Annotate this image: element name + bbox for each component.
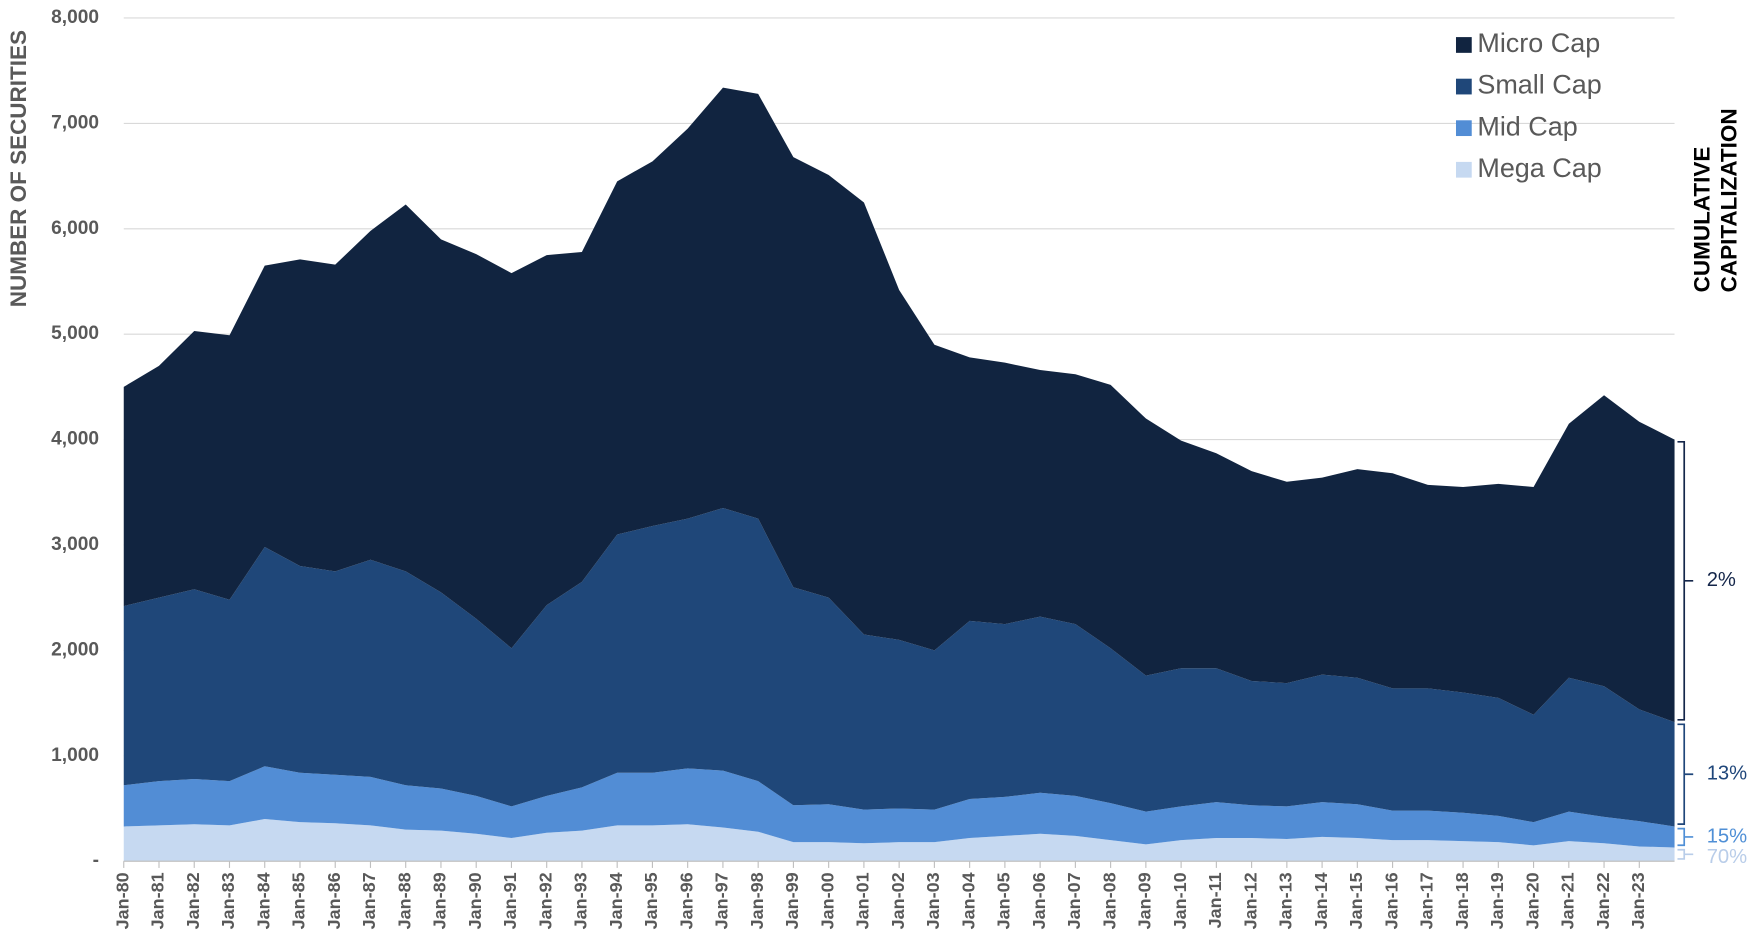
x-tick-label: Jan-85 xyxy=(289,872,309,929)
capitalization-label: 15% xyxy=(1707,825,1747,847)
y-tick-label: 5,000 xyxy=(51,323,99,344)
x-tick-label: Jan-92 xyxy=(535,872,555,929)
x-tick-label: Jan-18 xyxy=(1452,872,1472,929)
y-tick-label: 1,000 xyxy=(51,745,99,766)
x-tick-label: Jan-88 xyxy=(394,872,414,929)
x-tick-label: Jan-97 xyxy=(712,872,732,929)
legend-label: Micro Cap xyxy=(1477,28,1600,58)
x-tick-label: Jan-14 xyxy=(1311,872,1331,929)
area xyxy=(123,508,1675,827)
x-tick-label: Jan-81 xyxy=(148,872,168,929)
x-tick-label: Jan-02 xyxy=(888,872,908,929)
capitalization-brace xyxy=(1677,848,1694,860)
x-tick-label: Jan-11 xyxy=(1205,872,1225,928)
x-tick-label: Jan-04 xyxy=(958,872,978,929)
x-tick-label: Jan-95 xyxy=(641,872,661,929)
area xyxy=(123,87,1675,723)
y-tick-label: 3,000 xyxy=(51,534,99,555)
x-tick-label: Jan-15 xyxy=(1346,872,1366,929)
capitalization-brace xyxy=(1677,723,1694,825)
legend-label: Mid Cap xyxy=(1477,111,1577,141)
y-tick-label: 6,000 xyxy=(51,218,99,239)
legend-swatch xyxy=(1455,78,1472,95)
legend-label: Mega Cap xyxy=(1477,153,1601,183)
x-tick-label: Jan-03 xyxy=(923,872,943,929)
x-tick-label: Jan-82 xyxy=(183,872,203,929)
x-tick-label: Jan-90 xyxy=(465,872,485,929)
capitalization-brace xyxy=(1677,440,1694,721)
capitalization-label: 70% xyxy=(1707,846,1747,868)
area xyxy=(123,766,1675,848)
x-tick-label: Jan-96 xyxy=(676,872,696,929)
x-tick-label: Jan-17 xyxy=(1417,872,1437,929)
y-tick-label: 2,000 xyxy=(51,639,99,660)
capitalization-title: CUMULATIVECAPITALIZATION xyxy=(1689,108,1741,292)
x-tick-label: Jan-01 xyxy=(853,872,873,929)
y-tick-label: 8,000 xyxy=(51,7,99,28)
x-tick-label: Jan-12 xyxy=(1240,872,1260,929)
x-tick-label: Jan-08 xyxy=(1099,872,1119,929)
x-tick-label: Jan-86 xyxy=(324,872,344,929)
x-tick-label: Jan-91 xyxy=(500,872,520,929)
area xyxy=(123,819,1675,862)
x-tick-label: Jan-84 xyxy=(253,872,273,929)
x-tick-label: Jan-13 xyxy=(1276,872,1296,929)
x-tick-label: Jan-05 xyxy=(994,872,1014,929)
x-tick-label: Jan-19 xyxy=(1487,872,1507,929)
x-tick-label: Jan-20 xyxy=(1522,872,1542,929)
x-tick-label: Jan-98 xyxy=(747,872,767,929)
x-tick-label: Jan-10 xyxy=(1170,872,1190,929)
x-tick-label: Jan-83 xyxy=(218,872,238,929)
x-tick-label: Jan-80 xyxy=(113,872,133,929)
x-tick-label: Jan-94 xyxy=(606,872,626,929)
legend-swatch xyxy=(1455,120,1472,137)
legend-swatch xyxy=(1455,37,1472,53)
x-tick-label: Jan-21 xyxy=(1558,872,1578,929)
x-tick-label: Jan-93 xyxy=(571,872,591,929)
y-tick-label: 4,000 xyxy=(51,429,99,450)
legend-swatch xyxy=(1455,161,1472,178)
x-tick-label: Jan-06 xyxy=(1029,872,1049,929)
y-axis-label: NUMBER OF SECURITIES xyxy=(6,30,31,307)
capitalization-label: 2% xyxy=(1707,569,1736,591)
x-tick-label: Jan-22 xyxy=(1593,872,1613,929)
y-tick-label: 7,000 xyxy=(51,112,99,133)
x-tick-label: Jan-09 xyxy=(1135,872,1155,929)
x-tick-label: Jan-00 xyxy=(817,872,837,929)
capitalization-label: 13% xyxy=(1707,763,1747,785)
x-tick-label: Jan-16 xyxy=(1381,872,1401,929)
x-tick-label: Jan-23 xyxy=(1628,872,1648,929)
x-tick-label: Jan-89 xyxy=(430,872,450,929)
legend-label: Small Cap xyxy=(1477,70,1601,100)
y-tick-label: - xyxy=(93,850,99,871)
capitalization-brace xyxy=(1677,827,1694,847)
x-tick-label: Jan-87 xyxy=(359,872,379,929)
x-tick-label: Jan-99 xyxy=(782,872,802,929)
x-tick-label: Jan-07 xyxy=(1064,872,1084,929)
